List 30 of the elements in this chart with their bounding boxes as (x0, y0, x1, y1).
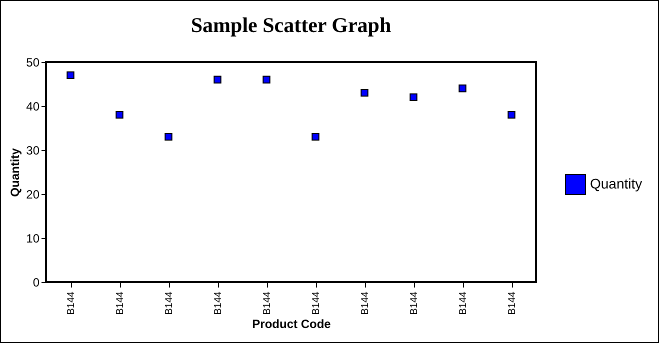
x-tick-label: B144 (409, 291, 420, 315)
point (458, 84, 466, 92)
x-tick-label: B144 (311, 291, 322, 315)
x-tick-label: B144 (213, 291, 224, 315)
y-tick-label: 20 (26, 188, 40, 202)
x-tick-label: B144 (115, 291, 126, 315)
point (312, 132, 320, 141)
x-tick-label: B144 (262, 291, 273, 315)
x-tick-label: B144 (458, 291, 469, 315)
chart-title: Sample Scatter Graph (190, 13, 392, 37)
x-tick-label: B144 (360, 291, 371, 315)
y-tick-label: 10 (26, 232, 40, 246)
point (360, 88, 368, 97)
x-axis-title: Product Code (252, 316, 332, 331)
y-tick-label: 40 (26, 100, 40, 114)
point (262, 76, 270, 84)
y-tick-label: 50 (26, 56, 40, 70)
x-tick-label: B144 (66, 291, 77, 315)
point (164, 132, 172, 141)
point (116, 110, 124, 119)
point (508, 110, 516, 119)
x-tick-label: B144 (164, 291, 175, 315)
point (410, 93, 418, 102)
x-tick-label: B144 (507, 291, 518, 315)
point (214, 76, 222, 84)
y-tick-label: 30 (26, 144, 40, 158)
legend-label: Quantity (590, 176, 642, 192)
y-axis-title: Quantity (8, 148, 22, 197)
point (66, 71, 74, 80)
y-tick-label: 0 (32, 276, 40, 290)
